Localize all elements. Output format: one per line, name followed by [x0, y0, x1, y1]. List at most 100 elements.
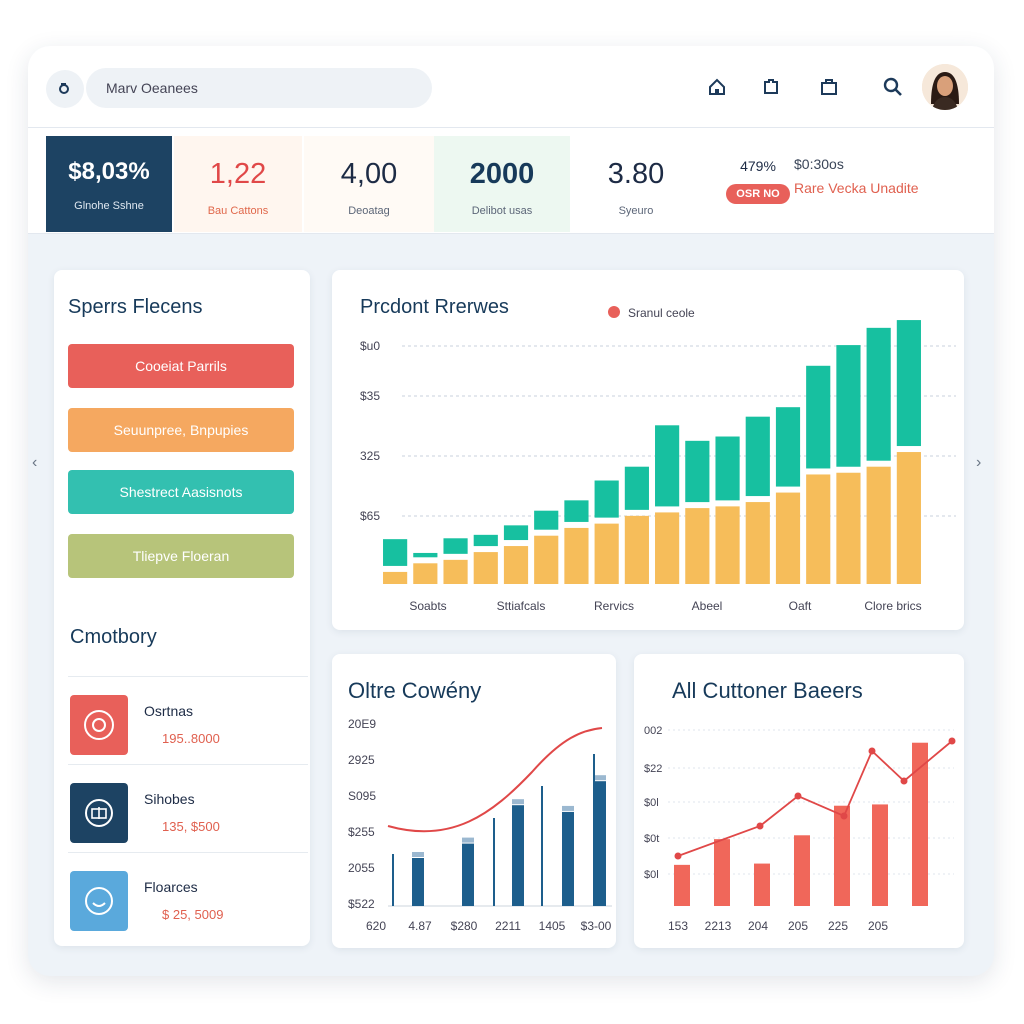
magnify-icon — [883, 77, 902, 96]
category-icon-box — [70, 695, 128, 755]
bar-segment-top — [806, 365, 831, 469]
category-item[interactable]: Sihobes 135, $500 — [68, 764, 308, 852]
stat-percent: 479% — [740, 158, 776, 174]
stat-value: 4,00 — [340, 158, 398, 190]
menu-button-3[interactable]: Shestrect Aasisnots — [68, 470, 294, 514]
bag-icon — [821, 79, 837, 95]
bar — [794, 835, 810, 906]
bar — [512, 805, 524, 906]
bar-segment-top — [383, 539, 408, 566]
bar — [872, 804, 888, 906]
product-reviews-card: Prcdont Rrerwes Sranul ceole $u0 $35 325 $6… — [332, 270, 964, 630]
x-tick-label: 4.87 — [408, 919, 432, 933]
smile-icon — [85, 887, 113, 915]
left-panel: Sperrs Flecens Cooeiat Parrils Seuunpree… — [54, 270, 310, 946]
bar-segment-top — [534, 510, 559, 530]
bar-cap — [594, 775, 606, 781]
category-name: Floarces — [144, 879, 198, 895]
bar-cap — [462, 837, 474, 843]
find-button[interactable] — [880, 74, 906, 100]
y-tick-label: $65 — [360, 509, 380, 523]
bar — [562, 811, 574, 906]
bar-segment-base — [806, 474, 831, 584]
bar-segment-base — [564, 527, 589, 584]
legend-marker — [608, 306, 620, 318]
stat-note-line1: $0:30os — [794, 156, 844, 172]
bar-segment-base — [685, 508, 710, 584]
bar-segment-base — [413, 563, 438, 584]
bag-button[interactable] — [816, 74, 842, 100]
x-tick-label: 1405 — [539, 919, 566, 933]
scroll-right-icon[interactable]: › — [976, 454, 982, 471]
stat-value: 1,22 — [209, 158, 267, 190]
legend-label: Sranul ceole — [628, 306, 695, 320]
top-bar — [28, 46, 994, 128]
menu-button-4[interactable]: Tliepve Floeran — [68, 534, 294, 578]
bar-segment-base — [503, 546, 529, 584]
y-tick-label: $255 — [348, 825, 375, 839]
search-input[interactable] — [86, 68, 432, 108]
bar-cap — [562, 805, 574, 811]
stat-card[interactable]: $8,03% Glnohe Sshne — [46, 136, 172, 232]
bar-segment-top — [413, 552, 438, 558]
x-tick-label: $3-00 — [581, 919, 612, 933]
stat-card[interactable]: 1,22 Bau Cattons — [174, 136, 302, 232]
category-item[interactable]: Osrtnas 195..8000 — [68, 676, 308, 764]
category-value: $ 25, 5009 — [162, 907, 224, 922]
bar-segment-base — [534, 535, 559, 584]
menu-button-1[interactable]: Cooeiat Parrils — [68, 344, 294, 388]
bar-segment-top — [594, 480, 619, 518]
y-tick-label: $u0 — [360, 339, 380, 353]
bar — [594, 781, 606, 906]
stat-card[interactable]: 4,00 Deoatag — [304, 136, 434, 232]
scroll-left-icon[interactable]: ‹ — [32, 454, 38, 471]
x-tick-label: Sttiafcals — [497, 599, 546, 613]
extensions-button[interactable] — [758, 74, 784, 100]
category-item[interactable]: Floarces $ 25, 5009 — [68, 852, 308, 940]
bar-segment-top — [564, 500, 589, 522]
x-tick-label: 2211 — [495, 919, 521, 933]
bar-segment-top — [836, 345, 861, 467]
menu-button-2[interactable]: Seuunpree, Bnpupies — [68, 408, 294, 452]
y-tick-label: $0l — [644, 797, 659, 809]
trend-line — [387, 727, 603, 833]
y-tick-label: S095 — [348, 789, 376, 803]
stat-label: Bau Cattons — [207, 205, 269, 217]
bar — [912, 742, 928, 906]
stat-card[interactable]: 2000 Delibot usas — [434, 136, 570, 232]
bar-segment-top — [473, 534, 498, 547]
y-tick-label: 2925 — [348, 753, 375, 767]
bar-segment-base — [594, 523, 619, 584]
x-tick-label: 620 — [366, 919, 386, 933]
avatar[interactable] — [922, 64, 968, 110]
x-tick-label: 225 — [828, 919, 848, 933]
bar-segment-top — [655, 425, 680, 507]
stat-value: $8,03% — [68, 158, 150, 185]
bar-segment-base — [443, 559, 468, 584]
bar — [834, 805, 850, 906]
x-tick-label: 205 — [788, 919, 808, 933]
stat-value: 3.80 — [607, 158, 665, 190]
search-button[interactable] — [46, 70, 84, 108]
status-badge[interactable]: OSR NO — [726, 184, 790, 204]
category-value: 195..8000 — [162, 731, 220, 746]
stat-label: Deoatag — [348, 205, 390, 217]
stat-note-line2[interactable]: Rare Vecka Unadite — [794, 180, 919, 196]
stat-card[interactable]: 3.80 Syeuro — [576, 136, 696, 232]
stat-label: Delibot usas — [471, 205, 533, 217]
x-tick-label: 2213 — [705, 919, 732, 933]
y-tick-label: $22 — [644, 763, 662, 775]
puzzle-icon — [764, 79, 778, 94]
x-tick-label: Abeel — [692, 599, 723, 613]
stat-label: Glnohe Sshne — [74, 200, 144, 212]
x-tick-label: 205 — [868, 919, 888, 933]
bar — [674, 864, 690, 906]
home-button[interactable] — [704, 74, 730, 100]
bar-segment-top — [624, 466, 649, 510]
gift-icon — [85, 799, 113, 827]
stat-value: 2000 — [469, 158, 535, 190]
y-tick-label: $0t — [644, 833, 659, 845]
main-bar-chart: $u0 $35 325 $65 Soabts Sttiafcals Rervics Abeel… — [360, 320, 956, 613]
category-value: 135, $500 — [162, 819, 220, 834]
trend-line — [677, 740, 953, 857]
